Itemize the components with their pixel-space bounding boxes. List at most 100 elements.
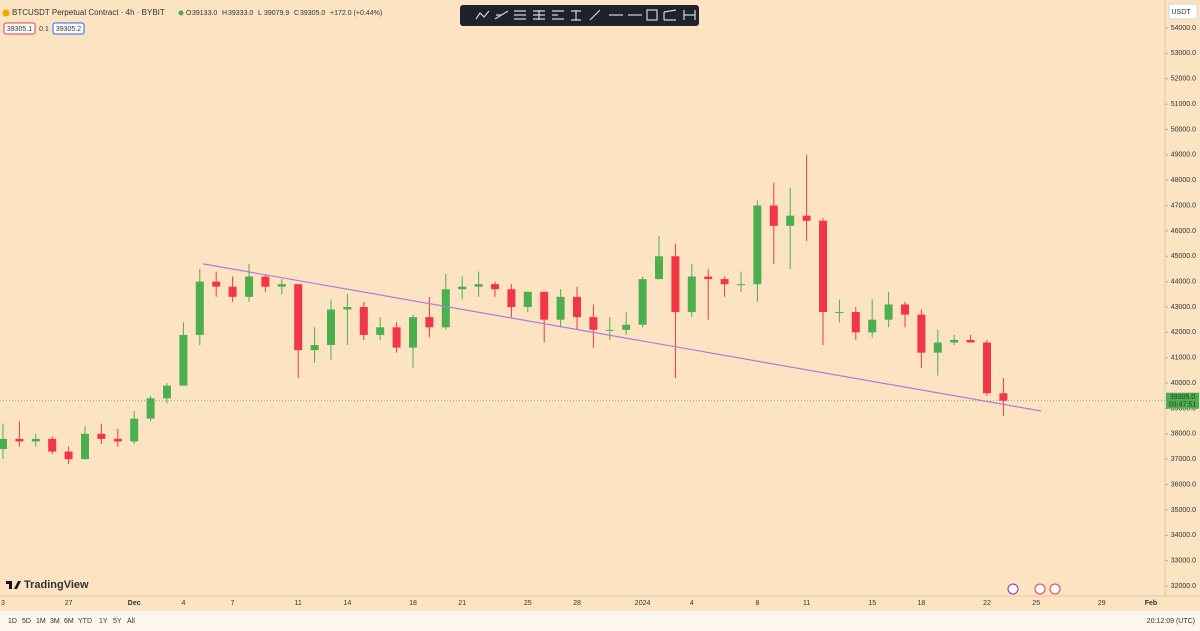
candle-body — [655, 256, 663, 280]
legend-key: O — [186, 10, 192, 17]
event-icon[interactable] — [1007, 583, 1019, 595]
candle-body — [605, 329, 614, 331]
candle-body — [901, 304, 909, 315]
bid-price: 39305.1 — [7, 26, 32, 33]
candle-body — [359, 307, 368, 335]
x-tick-label: 14 — [344, 600, 352, 607]
x-tick-label: 21 — [458, 600, 466, 607]
candle-body — [671, 256, 680, 313]
candle-body — [261, 276, 270, 287]
bottom-bar — [0, 611, 1200, 631]
tool-icon[interactable] — [646, 9, 658, 21]
x-tick-label: 25 — [524, 600, 532, 607]
unit-label: USDT — [1171, 9, 1191, 16]
y-tick-label: 51000.0 — [1171, 101, 1196, 108]
y-tick-label: 36000.0 — [1171, 481, 1196, 488]
timeframe-button[interactable]: YTD — [78, 618, 92, 625]
timeframe-button[interactable]: All — [127, 618, 135, 625]
candle-body — [999, 393, 1008, 401]
countdown: 03:47:51 — [1169, 402, 1196, 409]
candle-body — [983, 342, 991, 394]
candle-body — [966, 339, 975, 343]
tool-icon[interactable] — [571, 10, 581, 21]
candle-body — [769, 205, 778, 226]
candle-body — [737, 284, 745, 286]
tool-icon[interactable] — [494, 10, 509, 20]
candle-body — [753, 205, 762, 285]
candle-body — [195, 281, 204, 335]
y-tick-label: 47000.0 — [1171, 202, 1196, 209]
last-price-label: 39305.0 — [1170, 394, 1195, 401]
tool-icon[interactable] — [683, 10, 696, 20]
ask-box[interactable] — [52, 22, 85, 35]
candle-body — [15, 438, 24, 442]
x-tick-label: 15 — [868, 600, 876, 607]
y-tick-label: 37000.0 — [1171, 456, 1196, 463]
timeframe-button[interactable]: 1D — [8, 618, 17, 625]
candle-body — [474, 284, 483, 287]
candle-body — [523, 291, 532, 307]
brand-name: TradingView — [24, 579, 89, 591]
y-tick-label: 32000.0 — [1171, 583, 1196, 590]
timeframe-button[interactable]: 6M — [64, 618, 74, 625]
x-tick-label: Dec — [128, 600, 141, 607]
candle-body — [573, 296, 581, 318]
x-tick-label: 8 — [755, 600, 759, 607]
bid-box[interactable] — [3, 22, 36, 35]
y-tick-label: 48000.0 — [1171, 177, 1196, 184]
tool-icon[interactable] — [552, 10, 564, 20]
y-tick-label: 43000.0 — [1171, 304, 1196, 311]
unit-selector[interactable] — [1168, 3, 1198, 20]
timeframe-button[interactable]: 3M — [50, 618, 60, 625]
candle-body — [868, 319, 877, 333]
candle-body — [228, 286, 237, 297]
tool-icon[interactable] — [663, 9, 677, 21]
candle-body — [622, 324, 631, 330]
brand-logo — [6, 581, 21, 589]
candle-body — [0, 438, 7, 450]
candle-body — [704, 276, 713, 280]
y-tick-label: 50000.0 — [1171, 126, 1196, 133]
x-tick-label: 4 — [181, 600, 185, 607]
x-tick-label: 18 — [918, 600, 926, 607]
x-tick-label: 27 — [65, 600, 73, 607]
candle-body — [179, 334, 188, 386]
timeframe-button[interactable]: 1Y — [99, 618, 108, 625]
legend-value: 39333.0 — [228, 10, 253, 17]
event-icon[interactable] — [1034, 583, 1046, 595]
candle-body — [540, 291, 549, 320]
y-tick-label: 53000.0 — [1171, 50, 1196, 57]
y-tick-label: 40000.0 — [1171, 380, 1196, 387]
candle-body — [786, 215, 795, 226]
x-tick-label: 3 — [1, 600, 5, 607]
y-tick-label: 41000.0 — [1171, 355, 1196, 362]
timeframe-button[interactable]: 5Y — [113, 618, 122, 625]
candle-body — [327, 309, 335, 346]
tool-icon[interactable] — [514, 10, 526, 20]
x-tick-label: 11 — [803, 600, 810, 607]
candle-body — [835, 312, 844, 314]
y-tick-label: 52000.0 — [1171, 76, 1196, 83]
candle-body — [687, 276, 696, 313]
candle-body — [343, 307, 352, 310]
candle-body — [48, 438, 57, 452]
tool-icon[interactable] — [589, 9, 601, 21]
legend-key: C — [294, 10, 299, 17]
candle-body — [802, 215, 811, 221]
y-tick-label: 34000.0 — [1171, 532, 1196, 539]
candle-body — [146, 398, 155, 419]
x-tick-label: 18 — [409, 600, 417, 607]
x-tick-label: 25 — [1032, 600, 1040, 607]
event-icon[interactable] — [1049, 583, 1061, 595]
y-tick-label: 39000.0 — [1171, 405, 1196, 412]
timeframe-button[interactable]: 5D — [22, 618, 31, 625]
x-tick-label: 7 — [231, 600, 235, 607]
timeframe-button[interactable]: 1M — [36, 618, 46, 625]
x-tick-label: 2024 — [635, 600, 651, 607]
symbol-title: BTCUSDT Perpetual Contract · 4h · BYBIT — [12, 8, 165, 17]
candle-body — [113, 438, 122, 442]
tool-icon[interactable] — [475, 10, 490, 20]
candle-body — [441, 289, 450, 328]
tool-icon[interactable] — [533, 10, 545, 20]
legend-value: 39133.0 — [192, 10, 217, 17]
